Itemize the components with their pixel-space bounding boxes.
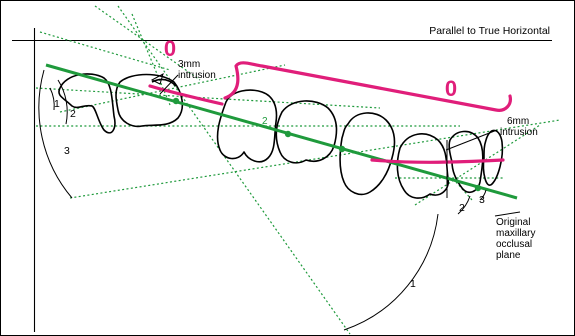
original-plane-line4: plane xyxy=(496,250,521,261)
callout-lines xyxy=(150,72,521,217)
plane-points xyxy=(172,97,482,192)
tooth-8 xyxy=(448,130,484,194)
arc-left-1 xyxy=(49,87,55,111)
marker-posterior: 0 xyxy=(445,76,457,101)
tooth-4 xyxy=(216,89,278,163)
original-plane-line3: occlusal xyxy=(496,239,532,250)
intrusion-posterior-line2: intrusion xyxy=(500,127,538,138)
arc-left-2 xyxy=(57,79,68,125)
tooth-5 xyxy=(275,100,338,164)
original-plane-line2: maxillary xyxy=(496,228,535,239)
angle-right-1: 1 xyxy=(410,278,416,290)
intrusion-posterior-line1: 6mm xyxy=(507,116,529,127)
teeth-outlines xyxy=(58,73,504,199)
angle-right-2: 2 xyxy=(459,202,465,214)
tooth-2 xyxy=(115,73,184,128)
angle-left-3: 3 xyxy=(64,145,70,157)
marker-anterior: 0 xyxy=(164,36,176,61)
dotted-reference-lines xyxy=(35,5,561,335)
arc-right-3 xyxy=(479,189,487,201)
intrusion-anterior-line1: 3mm xyxy=(178,59,200,70)
angle-right-3: 3 xyxy=(479,194,485,206)
angle-left-2: 2 xyxy=(70,108,76,120)
arc-right-2 xyxy=(457,195,471,215)
tooth-6 xyxy=(339,112,396,196)
angle-left-1: 1 xyxy=(54,98,60,110)
arc-left-3 xyxy=(38,69,73,199)
occlusal-plane-line xyxy=(45,63,518,200)
tooth-7 xyxy=(396,133,450,199)
arc-right-1 xyxy=(343,213,439,331)
angle-arcs xyxy=(38,69,487,331)
anterior-intrusion-curve xyxy=(148,84,224,106)
reference-line-label: Parallel to True Horizontal xyxy=(429,25,550,37)
tooth-9 xyxy=(482,129,504,186)
intrusion-anterior-line2: intrusion xyxy=(178,70,216,81)
posterior-intrusion-curve xyxy=(370,158,505,164)
intrusion-marks xyxy=(148,61,512,164)
original-plane-line1: Original xyxy=(496,217,530,228)
posterior-intrusion-bracket xyxy=(223,61,512,112)
green-mark-label: 2 xyxy=(262,116,268,127)
tooth-1 xyxy=(58,73,116,134)
